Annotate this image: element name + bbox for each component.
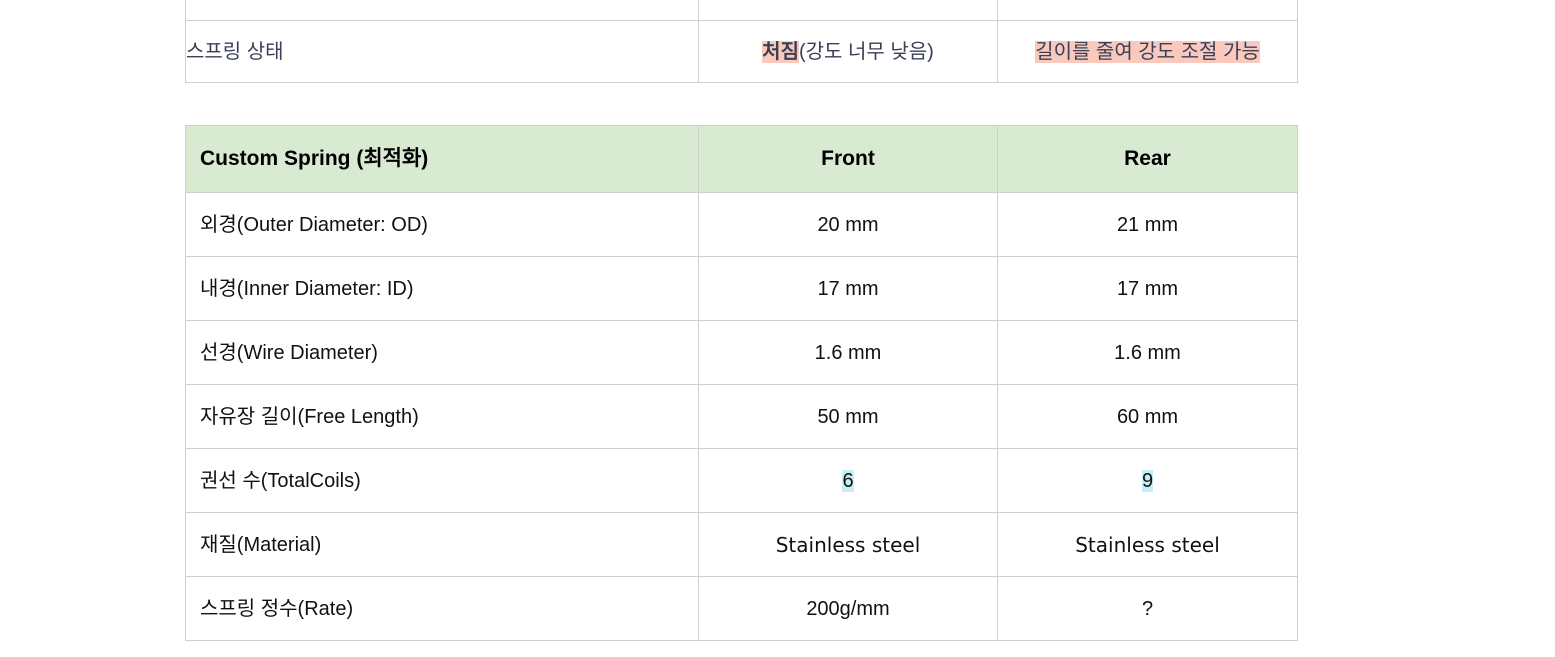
row-label: 스프링 정수(Rate) (185, 576, 699, 641)
row-label: 외경(Outer Diameter: OD) (185, 192, 699, 257)
row-label: 재질(Material) (185, 512, 699, 577)
rear-value: 17 mm (997, 256, 1298, 321)
table-row: 선경(Wire Diameter) 1.6 mm 1.6 mm (185, 320, 1298, 385)
rear-value: 1.6 mm (997, 320, 1298, 385)
previous-table-row (185, 0, 1298, 21)
empty-cell (698, 0, 998, 21)
rear-value: Stainless steel (997, 512, 1298, 577)
spring-state-label: 스프링 상태 (185, 20, 699, 83)
front-value: 6 (698, 448, 998, 513)
table-row: 외경(Outer Diameter: OD) 20 mm 21 mm (185, 192, 1298, 257)
front-value: 17 mm (698, 256, 998, 321)
header-front: Front (698, 125, 998, 193)
front-value: Stainless steel (698, 512, 998, 577)
row-label: 권선 수(TotalCoils) (185, 448, 699, 513)
rear-value: 9 (997, 448, 1298, 513)
empty-cell (997, 0, 1298, 21)
sag-note: (강도 너무 낮음) (798, 40, 934, 63)
adjust-highlight: 길이를 줄여 강도 조절 가능 (1035, 40, 1260, 63)
empty-cell (185, 0, 699, 21)
row-label: 선경(Wire Diameter) (185, 320, 699, 385)
rear-value: 21 mm (997, 192, 1298, 257)
front-value: 1.6 mm (698, 320, 998, 385)
previous-table: 스프링 상태 처짐(강도 너무 낮음) 길이를 줄여 강도 조절 가능 (185, 0, 1298, 83)
front-value: 200g/mm (698, 576, 998, 641)
table-row: 내경(Inner Diameter: ID) 17 mm 17 mm (185, 256, 1298, 321)
row-label: 내경(Inner Diameter: ID) (185, 256, 699, 321)
row-label: 자유장 길이(Free Length) (185, 384, 699, 449)
rear-value: ? (997, 576, 1298, 641)
spring-state-rear: 길이를 줄여 강도 조절 가능 (997, 20, 1298, 83)
spring-state-row: 스프링 상태 처짐(강도 너무 낮음) 길이를 줄여 강도 조절 가능 (185, 20, 1298, 83)
table-row: 재질(Material) Stainless steel Stainless s… (185, 512, 1298, 577)
sag-highlight: 처짐 (762, 40, 799, 63)
front-value: 20 mm (698, 192, 998, 257)
spring-state-front: 처짐(강도 너무 낮음) (698, 20, 998, 83)
rear-coils-highlight: 9 (1141, 469, 1154, 492)
rear-value: 60 mm (997, 384, 1298, 449)
header-rear: Rear (997, 125, 1298, 193)
table-header-row: Custom Spring (최적화) Front Rear (185, 125, 1298, 193)
front-value: 50 mm (698, 384, 998, 449)
table-row: 자유장 길이(Free Length) 50 mm 60 mm (185, 384, 1298, 449)
table-row: 권선 수(TotalCoils) 6 9 (185, 448, 1298, 513)
header-title: Custom Spring (최적화) (185, 125, 699, 193)
custom-spring-table: Custom Spring (최적화) Front Rear 외경(Outer … (185, 125, 1298, 641)
table-row: 스프링 정수(Rate) 200g/mm ? (185, 576, 1298, 641)
front-coils-highlight: 6 (842, 469, 854, 492)
